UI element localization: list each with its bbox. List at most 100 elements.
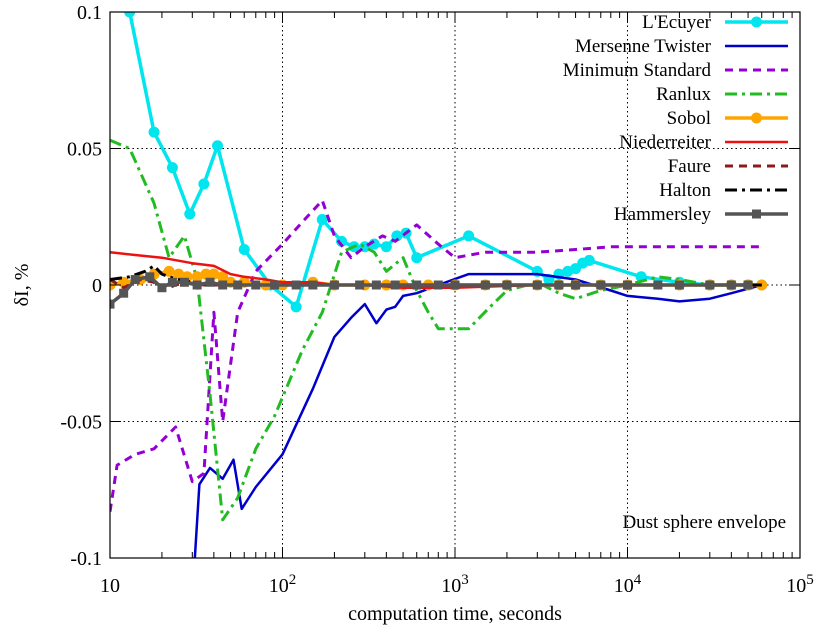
data-point-sobol (163, 265, 175, 277)
data-point-hammersley (653, 280, 663, 290)
legend-item-sobol: Sobol (667, 108, 788, 129)
legend-item-mersenne-twister: Mersenne Twister (575, 36, 788, 57)
data-point-hammersley (502, 280, 512, 290)
data-point-l-ecuyer (380, 241, 392, 253)
data-point-sobol (756, 279, 768, 291)
data-layer (110, 12, 768, 558)
data-point-l-ecuyer (238, 244, 250, 256)
series-l-ecuyer (124, 12, 768, 313)
series-minimum-standard (110, 198, 762, 512)
data-point-l-ecuyer (124, 12, 136, 18)
data-point-hammersley (291, 280, 301, 290)
legend-item-halton: Halton (659, 180, 788, 201)
data-point-l-ecuyer (148, 126, 160, 138)
legend-label: Mersenne Twister (575, 36, 712, 57)
legend-item-hammersley: Hammersley (614, 204, 788, 225)
data-point-hammersley (480, 280, 490, 290)
legend-item-l-ecuyer: L'Ecuyer (642, 12, 788, 33)
legend-label: Niederreiter (619, 132, 711, 153)
data-point-sobol (217, 271, 229, 283)
y-tick-label: 0.1 (77, 2, 102, 24)
y-tick-label: 0.05 (67, 139, 102, 161)
annotation-text: Dust sphere envelope (622, 512, 786, 533)
x-tick-label: 104 (614, 572, 642, 597)
ticks: 10 102 103 104 105 0.1 0.05 0 -0.05 -0.1 (60, 2, 813, 597)
data-point-l-ecuyer (184, 208, 196, 220)
legend-label: Sobol (667, 108, 711, 129)
legend-label: Ranlux (656, 84, 711, 105)
data-point-hammersley (270, 280, 280, 290)
data-point-hammersley (390, 280, 400, 290)
data-point-hammersley (329, 280, 339, 290)
data-point-hammersley (192, 280, 202, 290)
data-point-l-ecuyer (583, 254, 595, 266)
x-tick-label: 10 (100, 575, 120, 597)
series-line-minimum-standard (110, 198, 762, 512)
data-point-sobol (173, 268, 185, 280)
data-point-hammersley (205, 277, 215, 287)
legend-label: Halton (659, 180, 711, 201)
legend-marker (752, 209, 761, 219)
legend-item-ranlux: Ranlux (656, 84, 788, 105)
data-point-l-ecuyer (212, 140, 224, 152)
data-point-hammersley (233, 280, 243, 290)
data-point-hammersley (130, 275, 140, 285)
legend-item-niederreiter: Niederreiter (619, 132, 788, 153)
data-point-hammersley (355, 280, 365, 290)
data-point-hammersley (596, 280, 606, 290)
data-point-hammersley (412, 280, 422, 290)
legend: L'Ecuyer Mersenne Twister Minimum Standard… (563, 12, 788, 225)
data-point-hammersley (251, 280, 261, 290)
series-line-mersenne-twister (193, 272, 763, 558)
legend-label: Minimum Standard (563, 60, 712, 81)
data-point-hammersley (571, 280, 581, 290)
data-point-l-ecuyer (411, 252, 423, 264)
legend-item-minimum-standard: Minimum Standard (563, 60, 788, 81)
data-point-hammersley (157, 283, 167, 293)
data-point-hammersley (179, 277, 189, 287)
legend-label: L'Ecuyer (642, 12, 712, 33)
y-tick-label: 0 (92, 275, 102, 297)
data-point-hammersley (623, 280, 632, 290)
x-tick-label: 103 (441, 572, 469, 597)
data-point-hammersley (532, 280, 542, 290)
series-hammersley (110, 272, 753, 309)
grid (110, 12, 800, 558)
data-point-l-ecuyer (391, 230, 403, 242)
data-point-hammersley (308, 280, 318, 290)
legend-label: Faure (668, 156, 711, 177)
legend-marker (751, 112, 762, 124)
data-point-hammersley (743, 280, 753, 290)
x-tick-label: 105 (786, 572, 814, 597)
data-point-l-ecuyer (166, 162, 178, 174)
data-point-hammersley (218, 280, 228, 290)
legend-marker (751, 16, 762, 28)
data-point-sobol (200, 268, 212, 280)
data-point-hammersley (674, 280, 684, 290)
x-axis-label: computation time, seconds (348, 603, 562, 625)
data-point-sobol (208, 268, 220, 280)
series-ranlux (110, 138, 762, 522)
data-point-l-ecuyer (198, 178, 210, 190)
y-tick-label: -0.1 (70, 548, 102, 570)
series-line-hammersley (110, 275, 749, 306)
data-point-hammersley (167, 277, 177, 287)
data-point-l-ecuyer (463, 230, 475, 242)
data-point-hammersley (119, 288, 129, 298)
data-point-hammersley (110, 299, 115, 309)
data-point-hammersley (554, 280, 564, 290)
y-axis-label: δI, % (11, 264, 33, 307)
y-tick-label: -0.05 (60, 412, 102, 434)
data-point-hammersley (371, 280, 381, 290)
data-point-hammersley (726, 280, 736, 290)
data-point-hammersley (450, 280, 460, 290)
data-point-hammersley (433, 280, 443, 290)
data-point-hammersley (145, 272, 155, 282)
legend-label: Hammersley (614, 204, 712, 225)
series-mersenne-twister (193, 272, 763, 558)
series-line-ranlux (110, 138, 762, 522)
data-point-hammersley (705, 280, 715, 290)
data-point-l-ecuyer (316, 213, 328, 225)
